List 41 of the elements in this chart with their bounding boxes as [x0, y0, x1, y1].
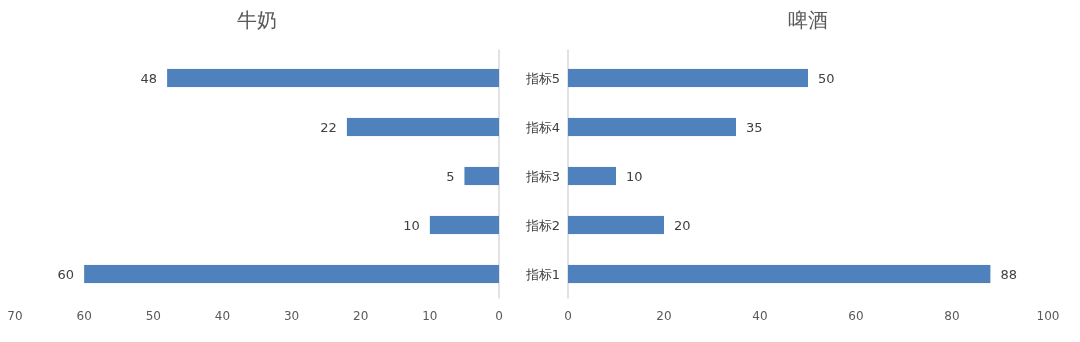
x-tick-label: 10	[422, 309, 438, 323]
x-tick-label: 70	[7, 309, 23, 323]
x-tick-label: 0	[495, 309, 503, 323]
bar	[346, 117, 499, 137]
data-label: 50	[818, 71, 835, 86]
bar	[568, 117, 736, 137]
x-tick-label: 50	[145, 309, 161, 323]
bar	[167, 68, 499, 88]
bar	[568, 215, 664, 235]
y-tick-label: 指标2	[524, 218, 560, 233]
data-label: 22	[320, 120, 337, 135]
y-tick-label: 指标4	[524, 120, 560, 135]
x-tick-label: 40	[214, 309, 231, 323]
data-label: 48	[140, 71, 158, 86]
data-label: 5	[446, 169, 455, 184]
data-label: 60	[57, 267, 75, 282]
x-tick-label: 80	[944, 309, 960, 323]
x-tick-label: 20	[353, 309, 369, 323]
data-label: 20	[674, 218, 691, 233]
y-tick-label: 指标5	[524, 71, 560, 86]
bar	[568, 264, 991, 284]
data-label: 88	[1000, 267, 1017, 282]
y-tick-label: 指标1	[524, 267, 560, 282]
bar	[464, 166, 499, 186]
bar	[568, 166, 616, 186]
bar	[568, 68, 808, 88]
y-tick-label: 指标3	[524, 169, 560, 184]
x-tick-label: 40	[752, 309, 768, 323]
data-label: 10	[626, 169, 643, 184]
x-tick-label: 30	[283, 309, 300, 323]
chart-title: 牛奶	[237, 8, 277, 32]
bar	[84, 264, 499, 284]
x-tick-label: 60	[76, 309, 92, 323]
data-label: 35	[746, 120, 763, 135]
x-tick-label: 0	[564, 309, 572, 323]
x-tick-label: 100	[1036, 309, 1060, 323]
x-tick-label: 20	[656, 309, 672, 323]
bar	[429, 215, 499, 235]
data-label: 10	[403, 218, 420, 233]
chart-title: 啤酒	[788, 8, 828, 32]
x-tick-label: 60	[848, 309, 864, 323]
